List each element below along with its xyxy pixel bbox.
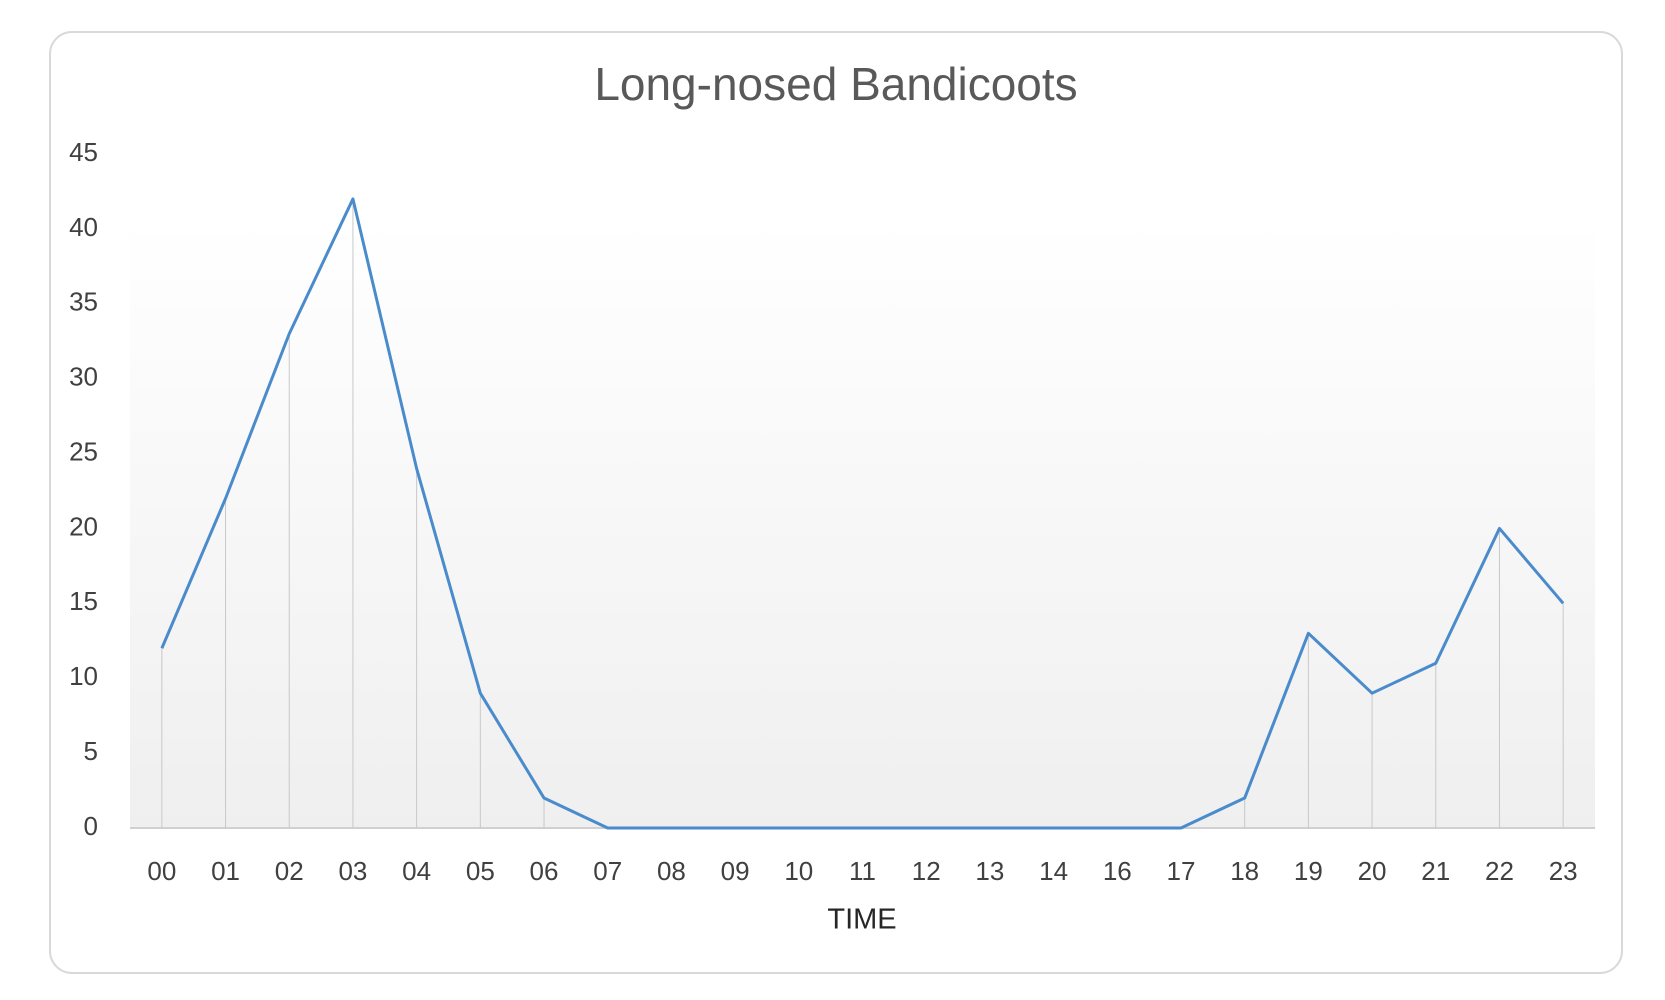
x-tick-label: 19: [1294, 856, 1323, 886]
x-tick-label: 03: [338, 856, 367, 886]
y-tick-label: 45: [69, 137, 98, 167]
line-series: [160, 197, 1565, 830]
plot-background: [130, 220, 1595, 828]
x-tick-label: 14: [1039, 856, 1068, 886]
y-tick-label: 40: [69, 212, 98, 242]
x-tick-label: 10: [784, 856, 813, 886]
x-axis-label: TIME: [827, 904, 896, 936]
y-tick-label: 25: [69, 436, 98, 466]
x-tick-label: 23: [1549, 856, 1578, 886]
x-tick-label: 02: [275, 856, 304, 886]
y-tick-label: 35: [69, 287, 98, 317]
y-tick-label: 0: [84, 811, 98, 841]
x-tick-label: 04: [402, 856, 431, 886]
y-tick-label: 10: [69, 661, 98, 691]
y-tick-label: 15: [69, 586, 98, 616]
x-tick-label: 05: [466, 856, 495, 886]
x-tick-label: 09: [721, 856, 750, 886]
chart-title: Long-nosed Bandicoots: [594, 58, 1077, 110]
x-tick-label: 07: [593, 856, 622, 886]
x-tick-label: 01: [211, 856, 240, 886]
y-tick-label: 20: [69, 511, 98, 541]
y-tick-label: 30: [69, 362, 98, 392]
x-tick-label: 06: [530, 856, 559, 886]
y-tick-label: 5: [84, 736, 98, 766]
x-tick-label: 08: [657, 856, 686, 886]
x-tick-label: 00: [147, 856, 176, 886]
x-tick-label: 20: [1358, 856, 1387, 886]
x-tick-label: 17: [1167, 856, 1196, 886]
x-tick-label: 18: [1230, 856, 1259, 886]
x-tick-label: 21: [1421, 856, 1450, 886]
x-tick-label: 13: [975, 856, 1004, 886]
x-tick-label: 16: [1103, 856, 1132, 886]
x-tick-label: 11: [849, 856, 876, 886]
x-tick-label: 12: [912, 856, 941, 886]
x-tick-label: 22: [1485, 856, 1514, 886]
